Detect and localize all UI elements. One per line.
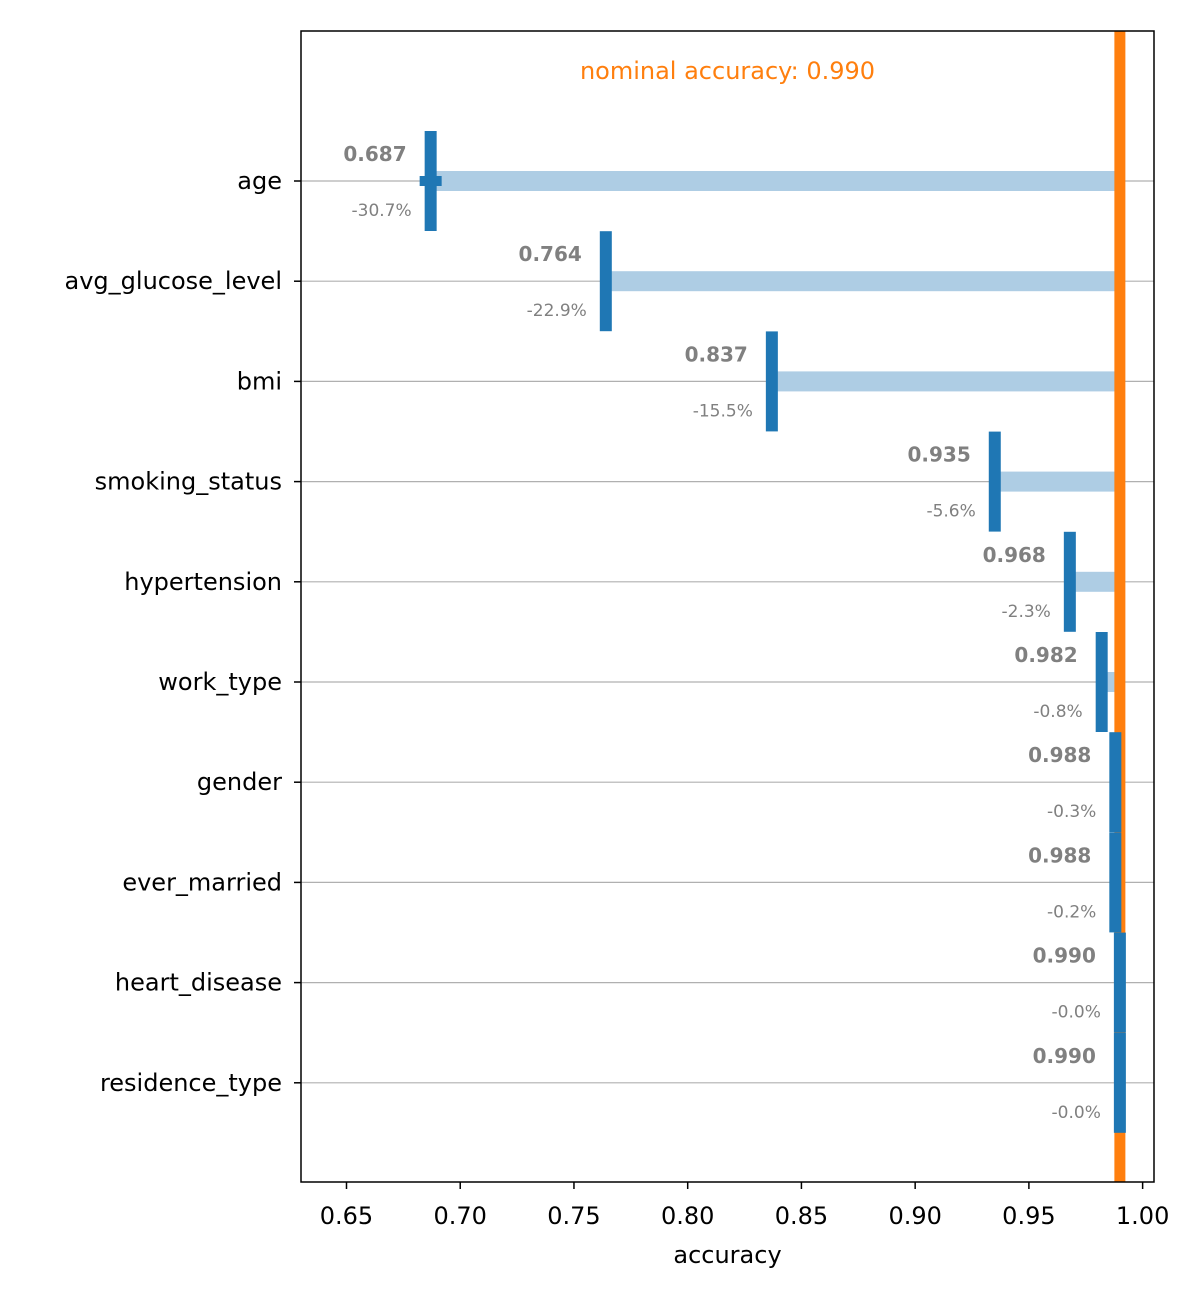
accuracy-drop-bar (430, 171, 1120, 191)
percent-change-label: -0.2% (1047, 902, 1096, 922)
value-label: 0.764 (519, 242, 582, 266)
y-tick-label: heart_disease (115, 969, 282, 997)
x-tick-label: 0.70 (434, 1202, 487, 1230)
y-tick-label: gender (197, 768, 282, 796)
percent-change-label: -0.0% (1052, 1103, 1101, 1123)
value-labels-group: 0.687 -30.7% 0.764 -22.9% 0.837 -15.5% 0.935 -5… (343, 142, 1100, 1123)
y-tick-label: age (237, 167, 282, 195)
value-label: 0.687 (343, 142, 406, 166)
accuracy-error-bar (419, 176, 442, 186)
grid-lines (301, 180, 1154, 1084)
value-label: 0.990 (1033, 944, 1096, 968)
accuracy-marker (599, 231, 612, 332)
x-tick-label: 0.95 (1002, 1202, 1055, 1230)
bars-group (430, 171, 1121, 1093)
x-tick-label: 0.85 (775, 1202, 828, 1230)
percent-change-label: -0.0% (1052, 1003, 1101, 1023)
y-tick-label: bmi (237, 367, 282, 395)
y-tick-label: avg_glucose_level (65, 267, 282, 295)
accuracy-marker (1109, 832, 1122, 933)
accuracy-marker (765, 331, 778, 432)
x-axis-ticks: 0.65 0.70 0.75 0.80 0.85 0.90 0.95 1.00 (320, 1182, 1169, 1230)
percent-change-label: -30.7% (352, 201, 412, 221)
y-tick-label: ever_married (122, 868, 282, 896)
x-tick-label: 0.80 (661, 1202, 714, 1230)
accuracy-drop-bar (605, 271, 1120, 292)
value-label: 0.935 (908, 443, 971, 467)
y-tick-label: work_type (158, 668, 282, 696)
percent-change-label: -2.3% (1002, 602, 1051, 622)
accuracy-marker (1063, 531, 1076, 632)
x-tick-label: 0.75 (547, 1202, 600, 1230)
x-tick-label: 0.65 (320, 1202, 373, 1230)
accuracy-drop-bar (1069, 571, 1120, 592)
accuracy-marker (1095, 632, 1108, 732)
percent-change-label: -5.6% (926, 502, 975, 522)
percent-change-label: -22.9% (527, 301, 587, 321)
percent-change-label: -0.8% (1033, 702, 1082, 722)
accuracy-marker (988, 431, 1001, 532)
accuracy-marker (1113, 932, 1126, 1033)
accuracy-drop-bar (771, 371, 1120, 392)
accuracy-drop-bar (994, 471, 1120, 492)
value-label: 0.988 (1028, 843, 1091, 867)
plot-frame (300, 30, 1155, 1183)
y-tick-label: smoking_status (95, 468, 282, 496)
x-tick-label: 0.90 (888, 1202, 941, 1230)
markers-group (419, 131, 1126, 1133)
x-tick-label: 1.00 (1116, 1202, 1169, 1230)
nominal-accuracy-label: nominal accuracy: 0.990 (580, 57, 875, 85)
accuracy-marker (1109, 732, 1122, 833)
value-label: 0.968 (983, 543, 1046, 567)
percent-change-label: -0.3% (1047, 802, 1096, 822)
y-tick-label: residence_type (100, 1069, 282, 1097)
accuracy-marker (1113, 1032, 1126, 1133)
x-axis-label: accuracy (673, 1241, 781, 1269)
value-label: 0.837 (685, 342, 748, 366)
y-tick-label: hypertension (124, 568, 282, 596)
value-label: 0.982 (1014, 643, 1077, 667)
value-label: 0.990 (1033, 1044, 1096, 1068)
value-label: 0.988 (1028, 743, 1091, 767)
percent-change-label: -15.5% (693, 401, 753, 421)
